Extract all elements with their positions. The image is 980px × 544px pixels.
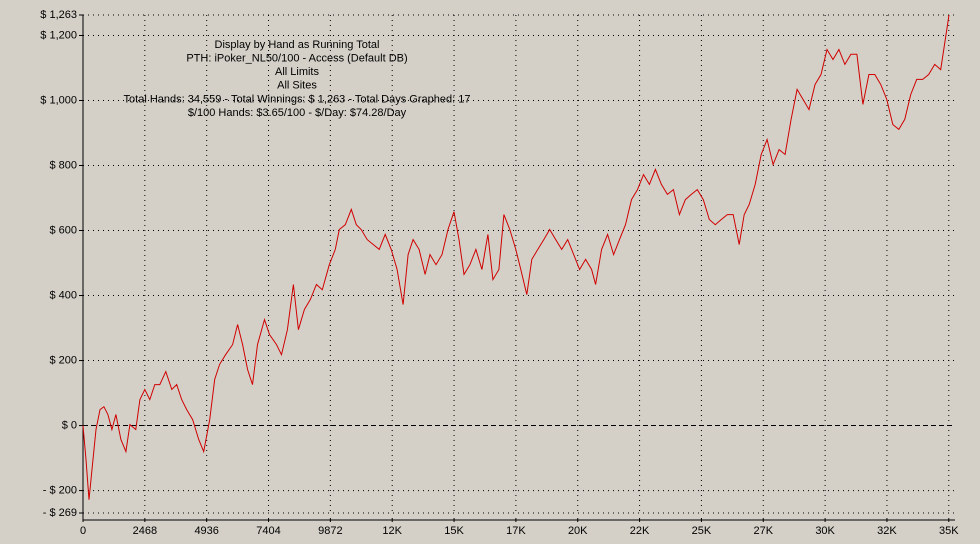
annotation: PTH: iPoker_NL50/100 - Access (Default D… (186, 53, 407, 65)
x-tick-label: 0 (80, 525, 86, 537)
y-tick-label: - $ 269 (43, 507, 77, 519)
x-tick-label: 17K (506, 525, 526, 537)
line (82, 14, 950, 500)
y-tick-label: $ 800 (49, 159, 77, 171)
y-tick-label: $ 0 (62, 419, 77, 431)
x-tick-label: 25K (692, 525, 712, 537)
y-tick-label: $ 400 (49, 289, 77, 301)
annotation: Display by Hand as Running Total (215, 39, 380, 51)
annotation: $/100 Hands: $3.65/100 - $/Day: $74.28/D… (188, 107, 407, 119)
y-tick-label: $ 200 (49, 354, 77, 366)
y-tick-label: - $ 200 (43, 484, 77, 496)
y-tick-label: $ 1,263 (40, 9, 77, 21)
x-tick-label: 20K (568, 525, 588, 537)
annotation: Total Hands: 34,559 - Total Winnings: $ … (124, 93, 471, 105)
y-tick-label: $ 1,200 (40, 29, 77, 41)
x-tick-label: 2468 (133, 525, 157, 537)
x-tick-label: 7404 (256, 525, 280, 537)
x-tick-label: 35K (939, 525, 959, 537)
x-tick-label: 22K (630, 525, 650, 537)
x-tick-label: 9872 (318, 525, 342, 537)
y-tick-label: $ 1,000 (40, 94, 77, 106)
y-tick-label: $ 600 (49, 224, 77, 236)
x-tick-label: 4936 (194, 525, 218, 537)
x-tick-label: 32K (877, 525, 897, 537)
annotation: All Sites (277, 80, 317, 92)
annotation: All Limits (275, 66, 320, 78)
x-tick-label: 12K (382, 525, 402, 537)
x-tick-label: 15K (444, 525, 464, 537)
x-tick-label: 27K (753, 525, 773, 537)
x-tick-label: 30K (815, 525, 835, 537)
